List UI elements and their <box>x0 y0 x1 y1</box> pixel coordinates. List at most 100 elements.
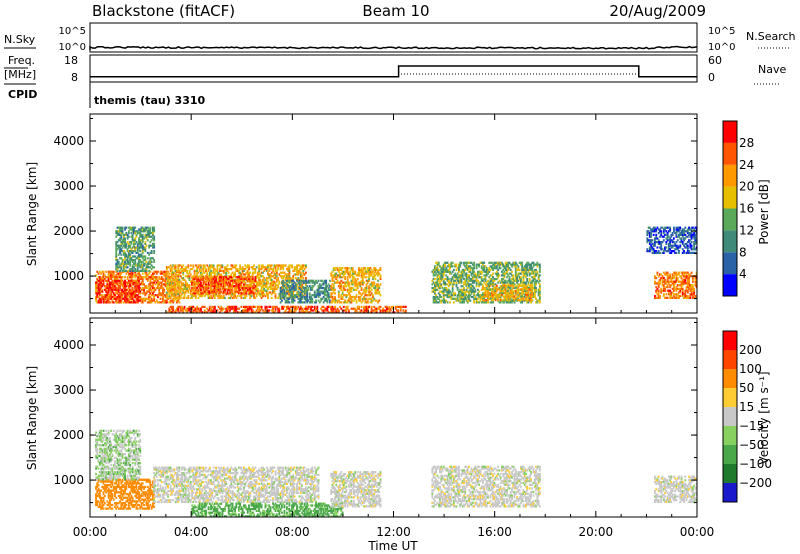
heatmap-cell <box>487 279 489 282</box>
heatmap-cell <box>504 267 507 270</box>
heatmap-cell <box>155 299 158 302</box>
heatmap-cell <box>143 269 145 272</box>
heatmap-cell <box>130 297 133 300</box>
heatmap-cell <box>258 284 261 287</box>
heatmap-cell <box>274 284 277 287</box>
heatmap-cell <box>283 311 286 314</box>
heatmap-cell <box>374 288 377 291</box>
heatmap-cell <box>281 292 283 295</box>
heatmap-cell <box>212 311 215 314</box>
heatmap-cell <box>531 290 534 293</box>
heatmap-cell <box>244 264 247 267</box>
heatmap-cell <box>139 241 142 244</box>
heatmap-cell <box>188 278 191 281</box>
heatmap-cell <box>444 277 446 281</box>
heatmap-cell <box>497 294 500 297</box>
heatmap-cell <box>135 285 138 288</box>
heatmap-cell <box>306 309 309 312</box>
heatmap-cell <box>192 275 195 278</box>
heatmap-cell <box>287 301 290 304</box>
heatmap-cell <box>120 268 123 271</box>
heatmap-cell <box>432 274 435 277</box>
heatmap-cell <box>527 268 530 272</box>
heatmap-cell <box>120 299 123 302</box>
heatmap-cell <box>456 272 459 275</box>
heatmap-cell <box>259 289 262 292</box>
heatmap-cell <box>206 284 209 287</box>
heatmap-cell <box>133 259 135 262</box>
heatmap-cell <box>133 294 135 297</box>
heatmap-cell <box>125 255 128 258</box>
heatmap-cell <box>306 307 309 310</box>
heatmap-cell <box>293 288 296 291</box>
heatmap-cell <box>437 277 440 281</box>
heatmap-cell <box>255 282 258 285</box>
heatmap-cell <box>302 273 305 276</box>
heatmap-cell <box>346 294 349 297</box>
heatmap-cell <box>124 242 126 245</box>
heatmap-cell <box>152 226 154 229</box>
heatmap-cell <box>370 299 373 302</box>
heatmap-cell <box>229 307 231 310</box>
heatmap-cell <box>454 297 457 300</box>
heatmap-cell <box>310 301 312 304</box>
heatmap-cell <box>220 276 223 279</box>
heatmap-cell <box>121 279 124 282</box>
heatmap-cell <box>504 268 507 272</box>
heatmap-cell <box>197 283 200 286</box>
heatmap-cell <box>373 309 376 312</box>
heatmap-cell <box>217 283 220 286</box>
heatmap-cell <box>311 309 314 312</box>
heatmap-cell <box>450 263 453 266</box>
heatmap-cell <box>336 276 339 279</box>
heatmap-cell <box>273 305 276 308</box>
heatmap-cell <box>468 261 470 264</box>
heatmap-cell <box>121 297 124 300</box>
heatmap-cell <box>369 272 372 275</box>
heatmap-cell <box>131 294 134 297</box>
heatmap-cell <box>301 279 304 282</box>
heatmap-cell <box>303 264 306 267</box>
heatmap-cell <box>468 294 470 297</box>
heatmap-cell <box>248 268 250 271</box>
heatmap-cell <box>143 248 145 251</box>
heatmap-cell <box>286 296 288 299</box>
heatmap-cell <box>205 269 207 272</box>
heatmap-cell <box>293 295 296 299</box>
heatmap-cell <box>369 286 372 290</box>
heatmap-cell <box>186 296 188 299</box>
heatmap-cell <box>183 291 186 294</box>
heatmap-cell <box>305 309 307 312</box>
heatmap-cell <box>365 272 368 275</box>
heatmap-cell <box>402 309 405 312</box>
heatmap-cell <box>259 275 262 278</box>
heatmap-cell <box>238 307 240 310</box>
heatmap-cell <box>273 287 276 290</box>
heatmap-cell <box>154 294 157 297</box>
heatmap-cell <box>100 294 102 297</box>
heatmap-cell <box>170 273 173 276</box>
heatmap-cell <box>351 299 354 302</box>
heatmap-cell <box>495 270 498 273</box>
heatmap-cell <box>125 253 128 256</box>
heatmap-cell <box>168 301 171 304</box>
heatmap-cell <box>152 242 154 245</box>
heatmap-cell <box>129 283 132 286</box>
heatmap-cell <box>345 295 348 299</box>
heatmap-cell <box>234 295 237 298</box>
heatmap-cell <box>119 285 121 288</box>
heatmap-cell <box>340 267 343 270</box>
heatmap-cell <box>375 309 378 312</box>
heatmap-cell <box>373 267 376 270</box>
heatmap-cell <box>447 292 450 295</box>
heatmap-cell <box>122 237 125 240</box>
heatmap-cell <box>224 285 226 288</box>
heatmap-cell <box>303 307 306 310</box>
heatmap-cell <box>480 288 483 291</box>
heatmap-cell <box>282 283 285 286</box>
heatmap-cell <box>474 290 477 293</box>
heatmap-cell <box>342 286 345 290</box>
heatmap-cell <box>466 283 469 286</box>
heatmap-cell <box>136 248 139 251</box>
heatmap-cell <box>516 299 519 302</box>
